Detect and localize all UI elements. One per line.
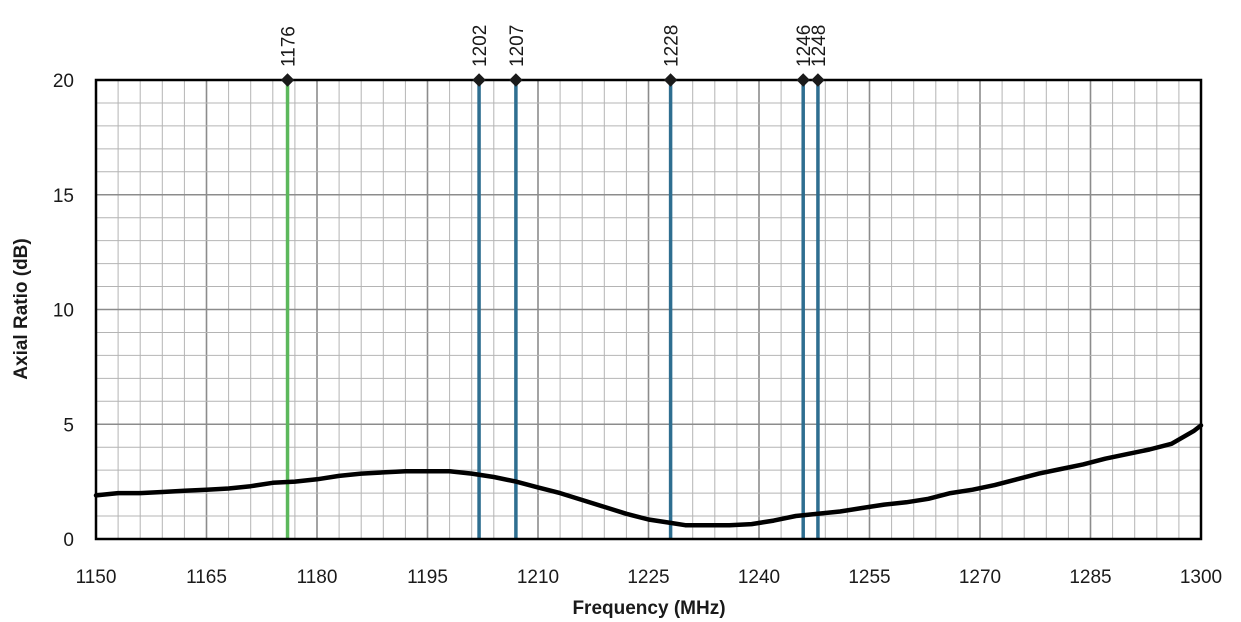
x-tick-label: 1285 — [1069, 567, 1111, 588]
marker-label-1228: 1228 — [662, 25, 683, 67]
marker-diamond-1176 — [280, 73, 295, 87]
x-tick-label: 1165 — [186, 567, 227, 588]
frequency-markers — [285, 80, 820, 539]
x-tick-label: 1180 — [297, 567, 338, 588]
plot-area-frame — [94, 78, 1203, 541]
grid — [95, 79, 1202, 540]
series-line-0 — [93, 423, 1204, 528]
marker-label-1176: 1176 — [279, 26, 300, 67]
series — [93, 423, 1204, 528]
y-tick-label: 20 — [53, 71, 74, 92]
x-tick-label: 1195 — [407, 567, 448, 588]
marker-label-1207: 1207 — [507, 25, 528, 67]
x-tick-label: 1255 — [848, 567, 890, 588]
marker-label-1202: 1202 — [470, 25, 491, 67]
marker-diamond-1246 — [796, 73, 810, 87]
y-tick-label: 5 — [63, 415, 74, 436]
x-tick-label: 1225 — [627, 567, 669, 588]
marker-diamond-1202 — [472, 73, 486, 87]
x-tick-labels: 1150 1165 1180 1195 1210 1225 1240 1255 1270 1285… — [76, 567, 1223, 588]
x-tick-label: 1150 — [76, 567, 117, 588]
marker-diamond-1228 — [663, 73, 678, 87]
y-tick-label: 15 — [53, 186, 74, 207]
marker-diamond-1248 — [811, 73, 825, 87]
marker-label-1248: 1248 — [809, 25, 830, 67]
x-tick-label: 1210 — [517, 567, 559, 588]
y-tick-label: 10 — [53, 301, 74, 322]
marker-label-1246: 1246 — [794, 25, 815, 67]
x-tick-label: 1270 — [959, 567, 1001, 588]
x-tick-label: 1300 — [1180, 567, 1222, 588]
x-tick-label: 1240 — [738, 567, 780, 588]
x-axis-title: Frequency (MHz) — [572, 598, 725, 619]
marker-diamond-1207 — [509, 73, 523, 87]
y-tick-labels: 0 5 10 15 20 — [53, 71, 74, 551]
y-tick-label: 0 — [63, 530, 74, 551]
y-axis-title: Axial Ratio (dB) — [11, 238, 32, 379]
